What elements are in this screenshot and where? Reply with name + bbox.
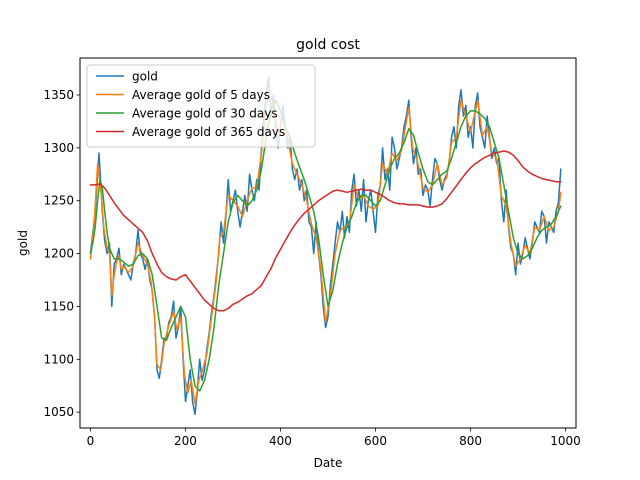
series-line-average-gold-of-5-days xyxy=(89,94,562,405)
y-axis-label: gold xyxy=(16,230,30,256)
y-tick-label: 1100 xyxy=(43,352,74,366)
legend: gold Average gold of 5 days Average gold o… xyxy=(86,64,316,148)
x-axis-label: Date xyxy=(314,456,343,470)
y-tick-label: 1250 xyxy=(43,194,74,208)
legend-label-gold: gold xyxy=(132,70,158,84)
series-line-average-gold-of-365-days xyxy=(89,150,562,312)
x-tick-label: 400 xyxy=(269,434,292,448)
legend-label-average-gold-of-30-days: Average gold of 30 days xyxy=(132,107,278,121)
y-tick-label: 1050 xyxy=(43,405,74,419)
series-line-gold xyxy=(89,76,562,416)
legend-box xyxy=(86,64,316,148)
series-layer xyxy=(89,76,562,416)
x-tick-label: 0 xyxy=(87,434,95,448)
chart-title: gold cost xyxy=(296,37,360,53)
y-tick-label: 1150 xyxy=(43,299,74,313)
legend-label-average-gold-of-5-days: Average gold of 5 days xyxy=(132,88,270,102)
x-tick-label: 600 xyxy=(364,434,387,448)
y-tick-label: 1350 xyxy=(43,88,74,102)
ticks-layer: 0 200 400 600 800 1000 1050 1100 1150 1200 1250 130… xyxy=(43,88,580,448)
x-tick-label: 800 xyxy=(459,434,482,448)
y-tick-label: 1200 xyxy=(43,247,74,261)
plot-frame xyxy=(79,57,577,429)
x-tick-label: 1000 xyxy=(550,434,581,448)
y-tick-label: 1300 xyxy=(43,141,74,155)
series-line-average-gold-of-30-days xyxy=(89,99,562,392)
legend-label-average-gold-of-365-days: Average gold of 365 days xyxy=(132,125,285,139)
x-tick-label: 200 xyxy=(174,434,197,448)
